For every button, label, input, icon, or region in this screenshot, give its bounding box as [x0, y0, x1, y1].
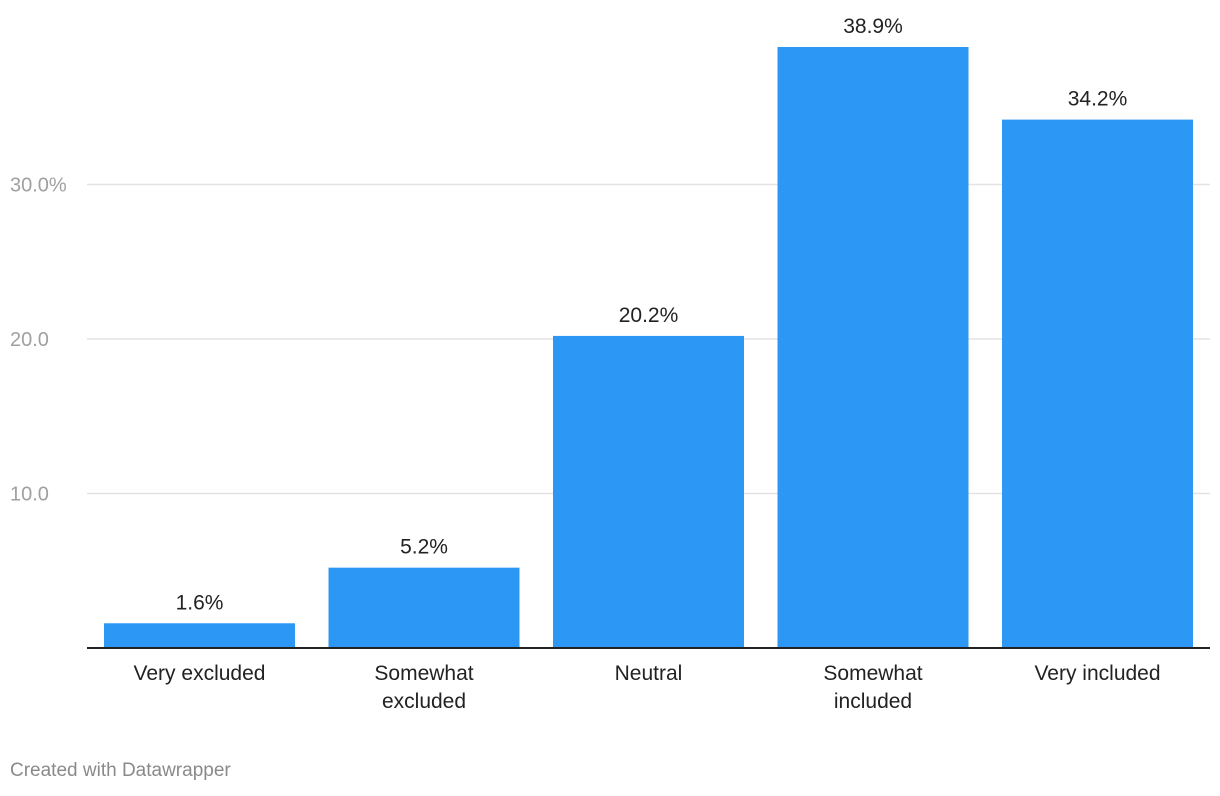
x-tick-label: Somewhat [374, 662, 473, 685]
bar [777, 46, 969, 649]
y-tick-label: 10.0 [10, 484, 49, 506]
bar [104, 623, 295, 648]
x-tick-label: excluded [382, 690, 466, 713]
data-label: 5.2% [400, 536, 448, 559]
credit-text: Created with Datawrapper [10, 760, 231, 781]
data-label: 34.2% [1068, 88, 1128, 111]
x-tick-label: Somewhat [823, 662, 922, 685]
x-tick-label: included [834, 690, 912, 713]
y-tick-label: 30.0% [10, 175, 67, 197]
data-label: 1.6% [176, 591, 224, 614]
bar [328, 567, 520, 648]
x-tick-label: Neutral [615, 662, 683, 685]
data-label: 38.9% [843, 15, 903, 38]
x-tick-label: Very excluded [134, 662, 266, 685]
y-tick-label: 20.0 [10, 329, 49, 351]
x-tick-label: Very included [1034, 662, 1160, 685]
bar [553, 335, 744, 648]
bar [1002, 119, 1193, 649]
data-label: 20.2% [619, 304, 679, 327]
